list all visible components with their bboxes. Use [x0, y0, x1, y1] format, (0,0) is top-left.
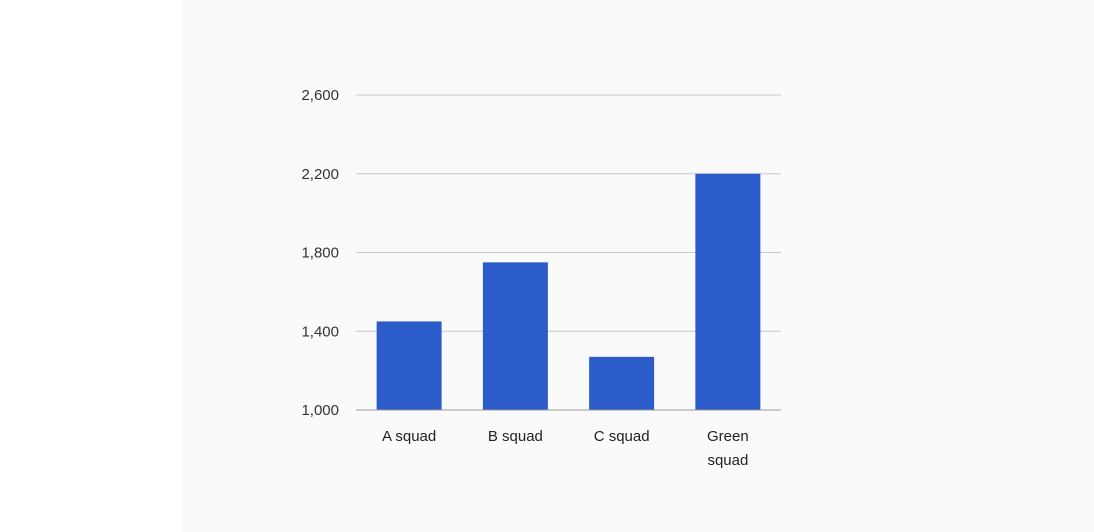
- bars: [376, 173, 761, 410]
- bar: [376, 321, 442, 410]
- y-tick-label: 2,600: [301, 87, 339, 104]
- bar: [482, 262, 548, 410]
- y-tick-label: 2,200: [301, 166, 339, 183]
- x-category-label: squad: [707, 452, 748, 469]
- y-tick-label: 1,800: [301, 245, 339, 262]
- x-category-label: C squad: [594, 428, 650, 445]
- x-category-label: B squad: [488, 428, 543, 445]
- x-axis-category-labels: A squad B squad C squad Green squad: [382, 428, 749, 469]
- chart-background: [182, 0, 1094, 532]
- x-category-label: Green: [707, 428, 749, 445]
- bar: [695, 173, 761, 410]
- bar: [589, 356, 655, 410]
- y-axis-tick-labels: 1,000 1,400 1,800 2,200 2,600: [301, 87, 339, 419]
- y-tick-label: 1,000: [301, 402, 339, 419]
- x-category-label: A squad: [382, 428, 436, 445]
- y-tick-label: 1,400: [301, 323, 339, 340]
